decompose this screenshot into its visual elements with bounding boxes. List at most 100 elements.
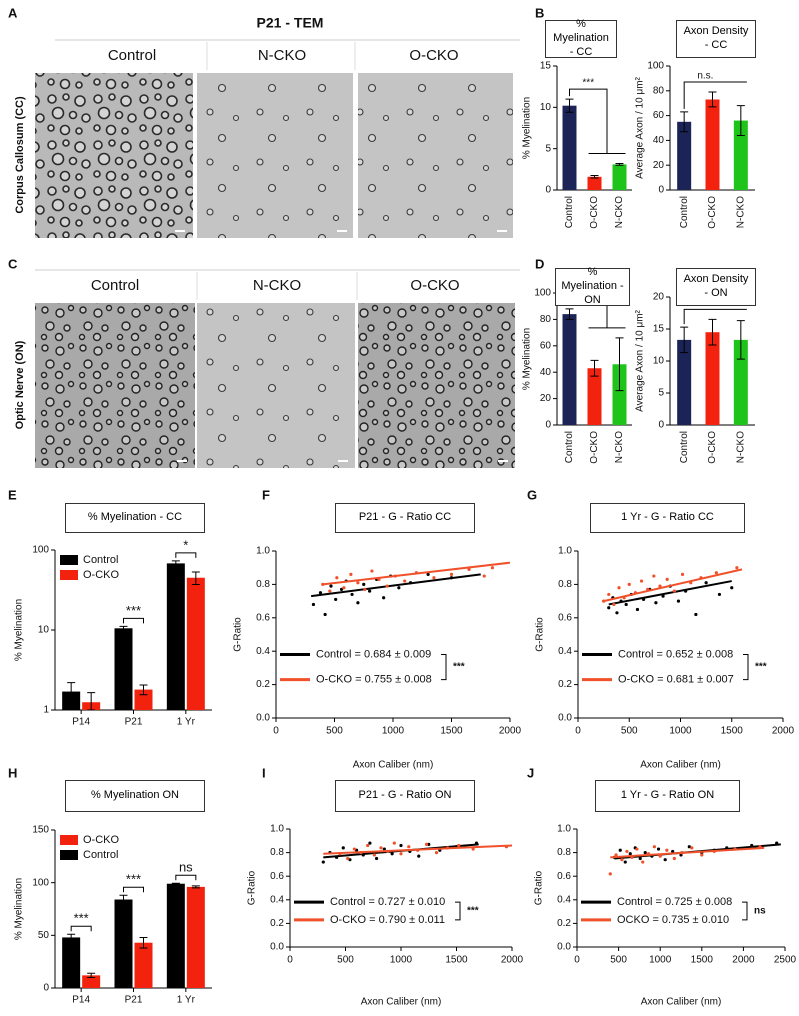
row-label: Corpus Callosum (CC) <box>14 96 26 214</box>
significance-label: n.s. <box>697 71 713 82</box>
data-point <box>652 574 656 578</box>
y-tick-label: 0.8 <box>270 847 284 858</box>
data-point <box>467 567 471 571</box>
chart-title: 1 Yr - G - Ratio CC <box>590 503 745 533</box>
legend-label: Control = 0.684 ± 0.009 <box>316 648 431 660</box>
data-point <box>349 572 353 576</box>
data-point <box>457 843 461 848</box>
y-tick-label: 10 <box>38 625 50 636</box>
data-point <box>342 586 346 590</box>
data-point <box>687 845 691 849</box>
column-label: N-CKO <box>258 47 306 64</box>
data-point <box>368 589 372 593</box>
error-bar <box>171 882 180 885</box>
panel-letter: J <box>527 765 534 780</box>
chart-title: P21 - G - Ratio ON <box>335 780 475 812</box>
error-bar <box>565 308 574 320</box>
x-tick-label: 2000 <box>501 955 524 966</box>
bar <box>562 105 577 190</box>
y-tick-label: 0.0 <box>256 713 270 724</box>
significance-bracket <box>123 886 144 893</box>
data-point <box>730 586 734 590</box>
chart-title: % Myelination ON <box>65 780 205 812</box>
y-tick-label: 0 <box>545 420 551 431</box>
legend-swatch <box>60 850 78 860</box>
data-point <box>490 566 495 570</box>
data-point <box>628 852 632 856</box>
x-tick-label: 0 <box>574 955 580 966</box>
legend-label: O-CKO = 0.790 ± 0.011 <box>330 914 445 926</box>
x-tick-label: 1000 <box>649 955 672 966</box>
data-point <box>643 851 647 855</box>
error-bar <box>139 936 148 949</box>
y-axis-label: G-Ratio <box>535 617 546 652</box>
bar <box>134 689 153 710</box>
x-axis-label: Axon Caliber (nm) <box>361 997 442 1008</box>
data-point <box>426 572 430 576</box>
data-point <box>665 848 669 852</box>
data-point <box>658 584 662 588</box>
legend-label: OCKO = 0.735 ± 0.010 <box>617 914 729 926</box>
data-point <box>399 843 403 848</box>
y-tick-label: 100 <box>534 288 551 299</box>
error-bar <box>191 885 200 889</box>
bar <box>62 937 81 988</box>
y-axis-label: G-Ratio <box>233 617 244 652</box>
y-tick-label: 0.0 <box>270 942 284 953</box>
error-bar <box>565 98 574 113</box>
bar <box>677 339 692 425</box>
data-point <box>339 587 344 592</box>
data-point <box>672 856 676 861</box>
legend-label: O-CKO = 0.681 ± 0.007 <box>618 673 734 685</box>
x-tick-label: P14 <box>72 717 90 728</box>
data-point <box>661 594 665 598</box>
error-bar <box>680 326 689 354</box>
data-point <box>382 596 386 600</box>
chart-title: % Myelination - ON <box>555 266 630 306</box>
data-point <box>671 849 675 854</box>
data-point <box>399 852 403 856</box>
y-tick-label: 0.2 <box>557 918 571 929</box>
data-point <box>623 860 627 864</box>
y-tick-label: 1.0 <box>557 824 571 835</box>
y-tick-label: 0.4 <box>558 646 572 657</box>
x-tick-label: O-CKO <box>589 196 600 229</box>
data-point <box>323 612 327 617</box>
panel-letter: G <box>527 487 537 502</box>
error-bar <box>736 105 745 136</box>
data-point <box>607 592 611 597</box>
micrograph <box>358 303 515 468</box>
x-tick-label: 2000 <box>499 726 522 737</box>
y-axis-label: % Myelination <box>14 878 25 940</box>
y-tick-label: 20 <box>540 393 552 404</box>
fit-line <box>608 580 732 606</box>
data-point <box>612 602 616 607</box>
column-label: Control <box>91 277 139 294</box>
significance-label: *** <box>582 78 594 89</box>
data-point <box>663 858 667 862</box>
x-tick-label: 0 <box>575 726 581 737</box>
data-point <box>362 582 366 587</box>
x-axis-label: Axon Caliber (nm) <box>641 997 722 1008</box>
bar <box>677 121 692 190</box>
x-tick-label: 1000 <box>390 955 413 966</box>
y-axis-label: % Myelination <box>14 599 25 661</box>
tem-title: P21 - TEM <box>257 15 324 31</box>
bar <box>612 364 627 425</box>
legend-label: Control = 0.725 ± 0.008 <box>617 896 732 908</box>
y-tick-label: 10 <box>653 356 665 367</box>
data-point <box>625 849 629 854</box>
bar <box>114 628 133 710</box>
fit-line <box>310 573 481 598</box>
y-tick-label: 15 <box>653 324 665 335</box>
bar <box>587 176 602 190</box>
bar <box>114 899 133 988</box>
bar <box>166 563 185 710</box>
micrograph <box>35 303 195 468</box>
micrograph <box>197 73 353 238</box>
panel-letter: A <box>8 5 18 20</box>
data-point <box>329 584 333 588</box>
data-point <box>676 599 681 603</box>
y-tick-label: 20 <box>653 160 665 171</box>
data-point <box>482 574 486 578</box>
